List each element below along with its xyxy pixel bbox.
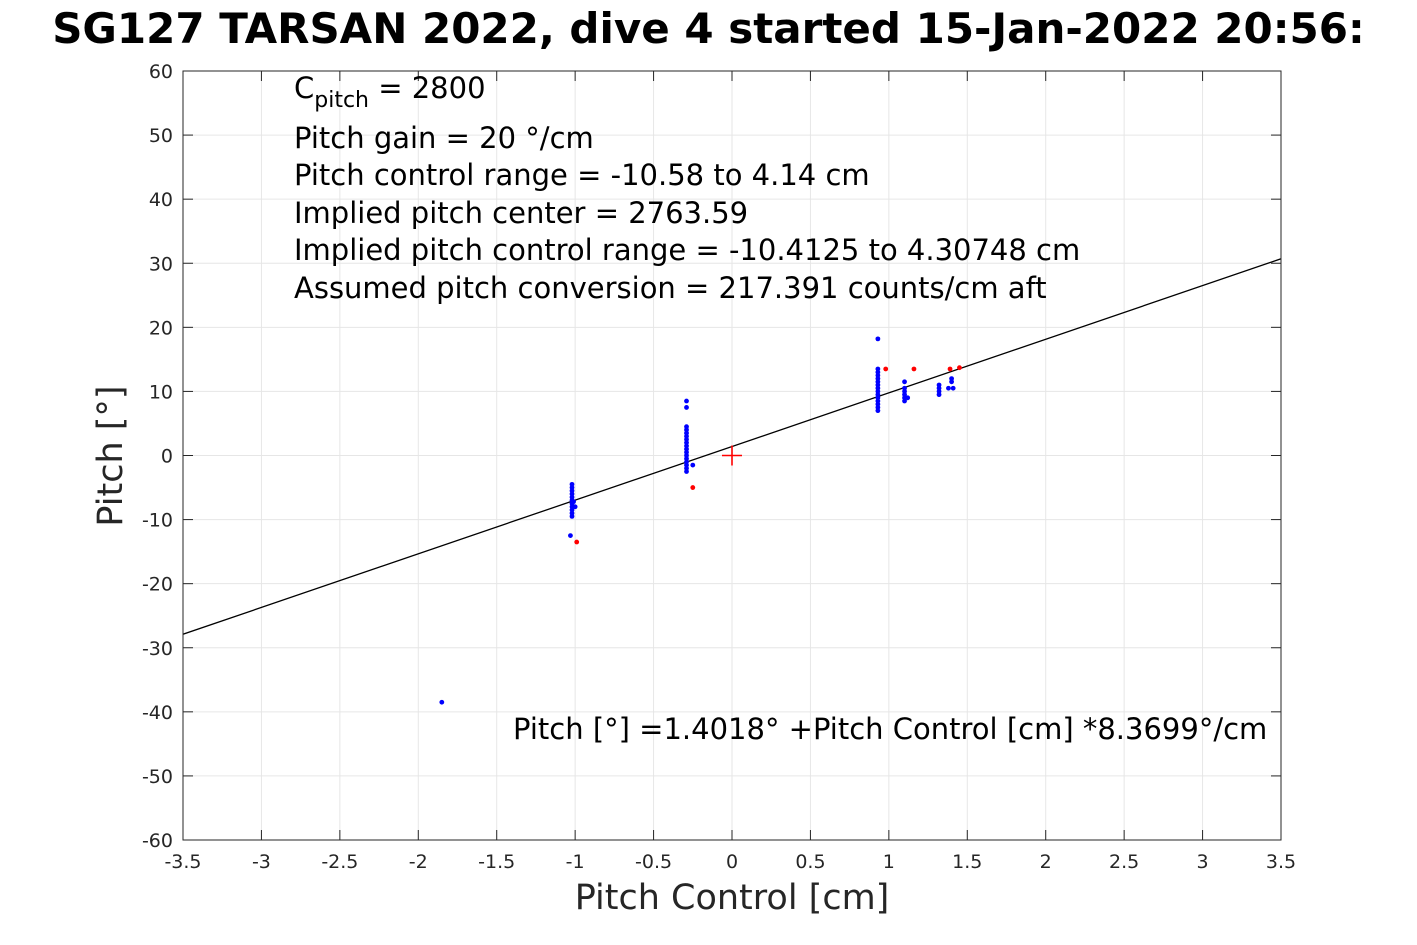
pitch-info-block: Cpitch = 2800 Pitch gain = 20 °/cm Pitch… [294,70,1080,307]
implied-center-line: Implied pitch center = 2763.59 [294,195,749,230]
x-tick-label: 2 [1040,851,1052,873]
implied-range-line: Implied pitch control range = -10.4125 t… [294,233,1081,267]
x-axis-label: Pitch Control [cm] [574,878,890,918]
fit-equation-label: Pitch [°] =1.4018° +Pitch Control [cm] *… [513,712,1268,746]
x-tick-label: -0.5 [635,851,672,873]
data-point [905,395,911,401]
c-pitch-value: = 2800 [369,71,486,105]
y-tick-label: 40 [149,189,173,211]
y-tick-label: -20 [142,574,173,596]
data-point [568,533,573,539]
data-point [684,398,689,404]
x-tick-label: 0.5 [795,851,825,873]
y-tick-label: 50 [149,125,173,147]
x-tick-label: 1 [883,851,895,873]
data-point [439,699,445,705]
data-point [571,499,576,505]
data-point [949,376,954,381]
plot-area-frame [182,70,1282,841]
x-tick-label: -2.5 [321,851,358,873]
data-point [950,385,956,391]
data-point [936,392,942,398]
data-point [569,513,575,519]
data-point [957,365,962,371]
y-tick-label: -60 [142,830,173,852]
plot-contents [183,258,1281,705]
data-point [875,408,881,414]
pitch-control-range-line: Pitch control range = -10.58 to 4.14 cm [294,158,870,192]
c-pitch-line: Cpitch = 2800 [294,70,1080,120]
x-tick-label: 0 [726,851,738,873]
y-tick-label: -10 [142,510,173,532]
pitch-center-marker [722,445,742,466]
data-point [883,366,889,372]
data-points [439,336,962,705]
x-tick-label: 3.5 [1266,851,1296,873]
c-pitch-subscript: pitch [314,88,369,113]
y-tick-label: -30 [142,638,173,660]
x-tick-label: 1.5 [952,851,982,873]
x-tick-label: -1.5 [478,851,515,873]
y-tick-label: -50 [142,766,173,788]
data-point [574,539,580,545]
conversion-line: Assumed pitch conversion = 217.391 count… [294,270,1047,305]
y-tick-label: 60 [149,61,173,83]
data-point [875,336,881,342]
data-point [684,405,689,410]
chart-title: SG127 TARSAN 2022, dive 4 started 15-Jan… [52,4,1365,53]
x-tick-label: -3 [252,851,271,873]
x-tick-label: -3.5 [164,851,201,873]
data-point [684,469,689,474]
data-point [911,366,917,372]
y-tick-label: 30 [149,253,173,275]
data-point [947,366,953,372]
data-point [946,385,951,391]
x-tick-label: 3 [1197,851,1209,873]
tick-labels: -3.5 -3 -2.5 -2 -1.5 -1 -0.5 0 0.5 1 1.5 2 2.5 3 3.5 60… [142,61,1296,873]
y-tick-label: 10 [149,381,173,403]
y-tick-label: 0 [161,446,173,468]
data-point [572,504,578,510]
y-tick-label: 20 [149,317,173,339]
y-axis-label: Pitch [°] [91,385,131,527]
pitch-gain-line: Pitch gain = 20 °/cm [294,120,594,155]
data-point [690,462,696,468]
c-pitch-symbol: C [294,71,315,105]
x-tick-label: -1 [566,851,585,873]
x-tick-label: 2.5 [1109,851,1139,873]
data-point [902,379,907,385]
x-tick-label: -2 [409,851,428,873]
data-point [902,398,907,404]
data-point [690,485,696,490]
y-tick-label: -40 [142,702,173,724]
